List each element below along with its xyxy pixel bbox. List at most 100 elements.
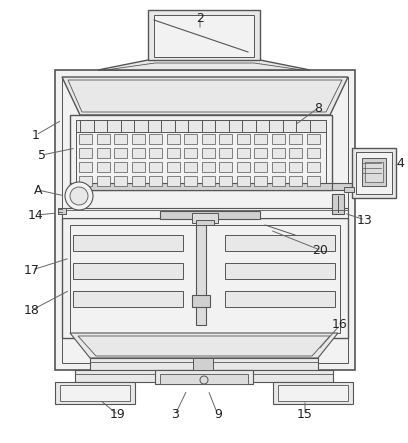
Bar (73, 291, 183, 307)
Bar (131, 148, 144, 158)
Bar (114, 148, 127, 158)
Bar (166, 162, 180, 172)
Bar (114, 176, 127, 186)
Bar (365, 162, 383, 182)
Text: 9: 9 (214, 408, 222, 421)
Bar (97, 162, 109, 172)
Circle shape (200, 376, 208, 384)
Bar (225, 263, 335, 279)
Text: 1: 1 (32, 128, 40, 141)
Bar (70, 225, 340, 333)
Text: 19: 19 (110, 408, 126, 421)
Bar (289, 148, 302, 158)
Bar (160, 211, 260, 219)
Bar (97, 176, 109, 186)
Bar (97, 134, 109, 144)
Bar (149, 176, 162, 186)
Bar (62, 208, 348, 218)
Bar (192, 213, 218, 223)
Bar (154, 15, 254, 57)
Polygon shape (70, 333, 338, 358)
Bar (219, 176, 232, 186)
Bar (60, 385, 130, 401)
Bar (356, 152, 392, 194)
Bar (344, 187, 354, 192)
Text: 14: 14 (28, 209, 44, 222)
Bar (76, 120, 326, 132)
Bar (155, 370, 253, 384)
Bar (254, 162, 267, 172)
Bar (254, 148, 267, 158)
Bar (362, 158, 386, 186)
Bar (219, 134, 232, 144)
Bar (160, 374, 248, 384)
Bar (184, 148, 197, 158)
Bar (75, 370, 333, 382)
Bar (131, 134, 144, 144)
Bar (271, 162, 284, 172)
Text: 3: 3 (171, 408, 179, 421)
Bar (131, 176, 144, 186)
Bar (148, 10, 260, 60)
Bar (70, 183, 332, 190)
Bar (73, 263, 183, 279)
Text: 5: 5 (38, 148, 46, 162)
Bar (166, 148, 180, 158)
Bar (193, 358, 213, 370)
Bar (219, 148, 232, 158)
Bar (237, 162, 250, 172)
Text: 8: 8 (314, 101, 322, 114)
Text: 4: 4 (396, 156, 404, 170)
Bar (149, 148, 162, 158)
Bar (254, 176, 267, 186)
Text: 2: 2 (196, 12, 204, 24)
Bar (289, 176, 302, 186)
Bar (332, 194, 344, 214)
Bar (306, 162, 319, 172)
Bar (202, 148, 215, 158)
Bar (202, 176, 215, 186)
Polygon shape (62, 77, 348, 115)
Bar (273, 382, 353, 404)
Bar (225, 235, 335, 251)
Bar (184, 134, 197, 144)
Bar (271, 148, 284, 158)
Bar (219, 162, 232, 172)
Bar (114, 134, 127, 144)
Bar (166, 134, 180, 144)
Bar (271, 134, 284, 144)
Bar (62, 218, 348, 338)
Bar (166, 176, 180, 186)
Text: 20: 20 (312, 244, 328, 256)
Bar (70, 115, 332, 190)
Bar (76, 120, 326, 188)
Bar (149, 162, 162, 172)
Bar (196, 220, 214, 225)
Text: A: A (34, 183, 42, 197)
Text: 16: 16 (332, 319, 348, 331)
Bar (192, 295, 210, 307)
Text: 15: 15 (297, 408, 313, 421)
Bar (55, 382, 135, 404)
Text: 17: 17 (24, 264, 40, 276)
Bar (254, 134, 267, 144)
Bar (73, 235, 183, 251)
Bar (114, 162, 127, 172)
Text: 13: 13 (357, 214, 373, 226)
Bar (62, 77, 348, 363)
Bar (278, 385, 348, 401)
Circle shape (65, 182, 93, 210)
Bar (196, 225, 206, 325)
Bar (306, 176, 319, 186)
Bar (237, 176, 250, 186)
Bar (184, 162, 197, 172)
Bar (306, 134, 319, 144)
Bar (237, 134, 250, 144)
Bar (202, 162, 215, 172)
Circle shape (70, 187, 88, 205)
Bar (90, 358, 318, 370)
Bar (149, 134, 162, 144)
Bar (352, 148, 396, 198)
Bar (184, 176, 197, 186)
Bar (97, 148, 109, 158)
